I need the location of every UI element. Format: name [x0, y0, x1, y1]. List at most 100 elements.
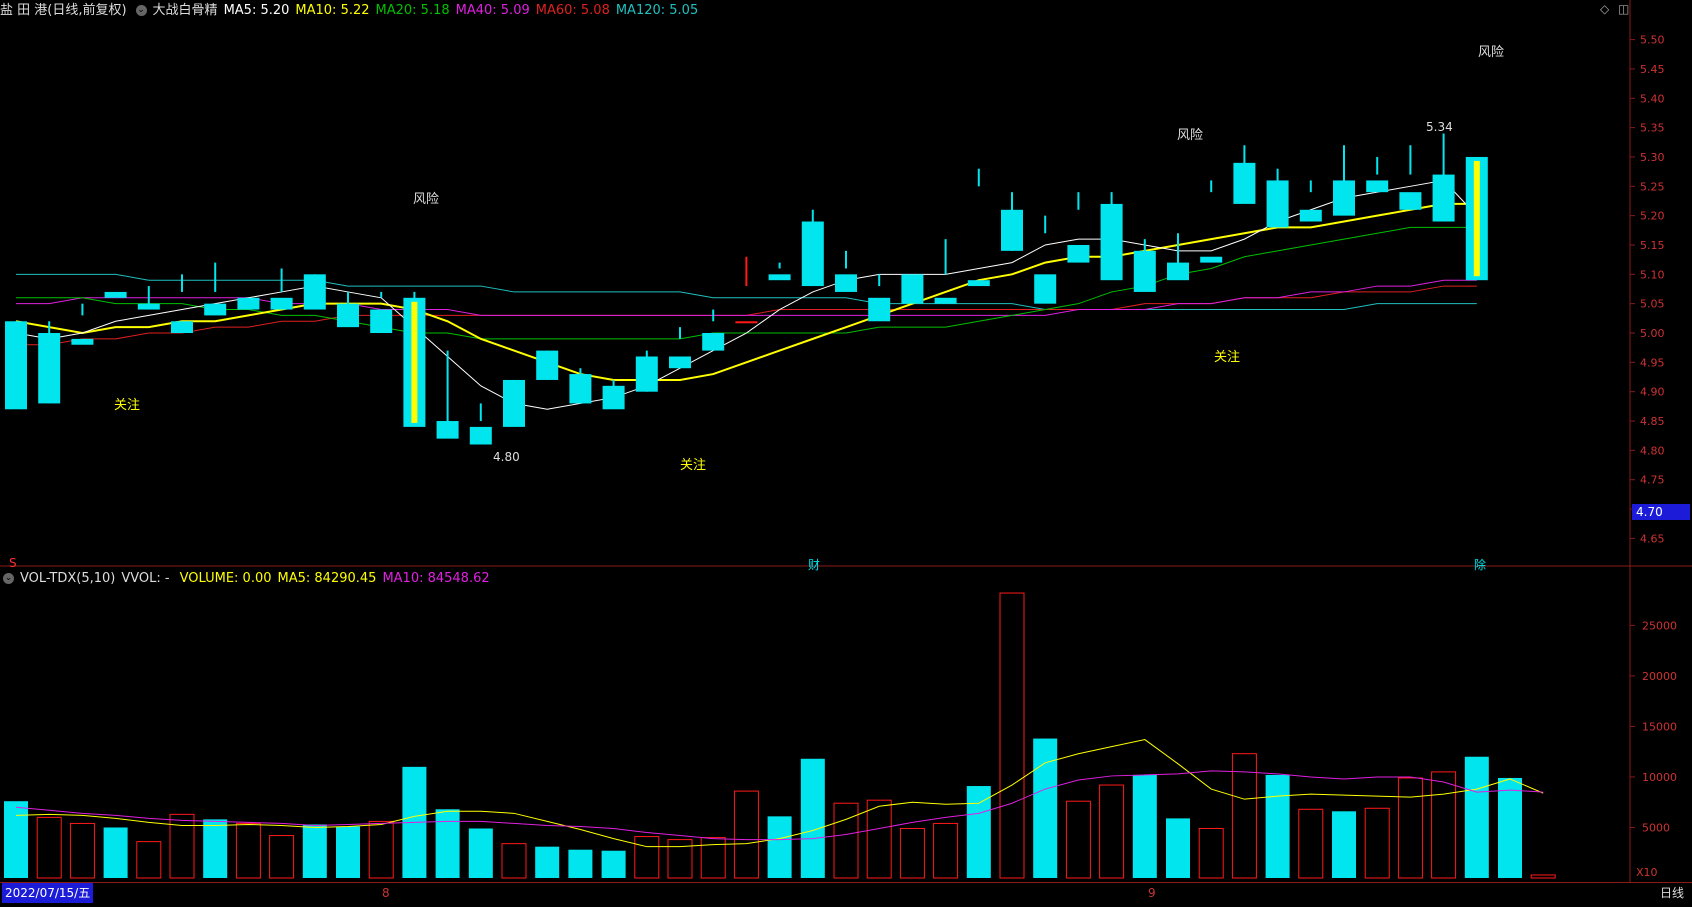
candle-body	[1366, 180, 1389, 193]
volume-bar	[1265, 774, 1290, 878]
volume-bar	[966, 786, 991, 878]
volume-tick-label: 25000	[1642, 619, 1677, 632]
price-tick-label: 5.00	[1640, 327, 1665, 340]
volume-panel-header: ⌄ VOL-TDX(5,10) VVOL: - VOLUME: 0.00 MA5: 84…	[0, 568, 1630, 590]
candle-body	[303, 274, 326, 310]
event-marker-chu[interactable]: 除	[1474, 558, 1487, 572]
volume-unit-label: X10	[1636, 866, 1658, 879]
volume-tick-label: 20000	[1642, 670, 1677, 683]
candle-body	[38, 333, 61, 404]
volume-bar	[501, 843, 527, 879]
candle-body	[669, 356, 691, 369]
volume-bar	[634, 836, 660, 879]
price-tick-label: 4.80	[1640, 444, 1665, 457]
ma120-line	[16, 273, 1477, 311]
volume-bar	[103, 827, 128, 878]
volume-bar	[767, 816, 792, 878]
candle-body	[503, 379, 525, 427]
candle-body	[768, 274, 791, 281]
diamond-icon[interactable]: ◇	[1600, 2, 1610, 16]
volume-value: VOLUME: 0.00	[179, 571, 272, 586]
candle-body	[469, 426, 492, 445]
candle-body	[901, 274, 924, 304]
price-tick-label: 5.50	[1640, 34, 1665, 47]
vol-ma5-value: MA5: 84290.45	[277, 571, 377, 586]
volume-bar	[1198, 827, 1224, 879]
stock-name[interactable]: 盐 田 港(日线,前复权)	[0, 3, 127, 18]
vol-indicator-name[interactable]: VOL-TDX(5,10)	[20, 571, 116, 586]
price-tick-label: 5.45	[1640, 63, 1665, 76]
volume-menu-icon[interactable]: ⌄	[3, 573, 14, 584]
candle-body	[104, 291, 127, 298]
indicator-menu-icon[interactable]: ⌄	[135, 5, 147, 16]
period-selector[interactable]: 日线	[1659, 886, 1684, 900]
time-axis-footer: 2022/07/15/五 8 9 日线	[0, 882, 1692, 904]
price-tick-label: 4.95	[1640, 356, 1665, 369]
candle-body	[1432, 174, 1455, 222]
volume-bar	[1298, 808, 1324, 879]
ma10-value: MA10: 5.22	[295, 3, 370, 18]
event-marker-s[interactable]: S	[9, 556, 17, 570]
volume-bar	[1065, 800, 1091, 879]
candle-body	[204, 303, 227, 316]
focus-label: 关注	[680, 458, 707, 473]
ma10-line	[15, 202, 1477, 381]
month-label-8: 8	[382, 886, 390, 900]
volume-bar	[69, 822, 95, 879]
candle-body	[436, 421, 459, 439]
ma40-value: MA40: 5.09	[455, 3, 530, 18]
volume-bar	[1364, 807, 1390, 879]
volume-bar	[1166, 818, 1190, 878]
candle-body	[1266, 180, 1289, 228]
indicator-name[interactable]: 大战白骨精	[152, 3, 218, 18]
price-tick-label: 4.90	[1640, 386, 1665, 399]
price-tick-label: 4.85	[1640, 415, 1665, 428]
candle-body	[1167, 262, 1189, 281]
volume-bar	[1231, 753, 1257, 879]
candle-body	[1100, 203, 1123, 281]
volume-bar	[733, 790, 759, 879]
candle-highlight	[1473, 160, 1480, 277]
price-tick-label: 5.30	[1640, 151, 1665, 164]
ma5-value: MA5: 5.20	[223, 3, 290, 18]
candle-body	[934, 297, 957, 304]
price-tick-label: 4.65	[1640, 532, 1665, 545]
price-tick-label: 5.40	[1640, 92, 1665, 105]
volume-bar	[535, 846, 560, 878]
candle-body	[1233, 162, 1256, 204]
vol-ma5-line	[15, 739, 1544, 848]
volume-bar	[336, 826, 360, 878]
candle-body	[602, 385, 625, 410]
ma40-line	[16, 279, 1477, 316]
candle-body	[868, 297, 891, 322]
volume-tick-label: 5000	[1642, 821, 1670, 834]
candle-body	[635, 356, 658, 392]
window-icon[interactable]: ◫	[1618, 2, 1630, 16]
volume-tick-label: 10000	[1642, 771, 1677, 784]
price-tick-label: 5.15	[1640, 239, 1665, 252]
ma120-value: MA120: 5.05	[615, 3, 699, 18]
volume-bar	[999, 592, 1025, 879]
volume-bar	[833, 802, 859, 879]
volume-tick-label: 15000	[1642, 720, 1677, 733]
vol-ma10-line	[15, 770, 1544, 841]
event-marker-cai[interactable]: 财	[808, 558, 821, 572]
volume-bar	[1498, 777, 1522, 878]
volume-bar	[1033, 738, 1058, 878]
candle-body	[137, 303, 160, 310]
volume-bar	[1431, 771, 1457, 879]
volume-bar	[169, 813, 195, 879]
candle-body	[1333, 180, 1355, 216]
volume-bar	[568, 849, 593, 878]
vvol-value: VVOL: -	[121, 571, 170, 586]
volume-bar	[1530, 874, 1556, 879]
ma5-line	[15, 179, 1478, 410]
volume-bar	[136, 841, 162, 879]
volume-bar	[933, 822, 959, 879]
price-tick-label: 5.20	[1640, 210, 1665, 223]
candle-body	[71, 338, 94, 345]
volume-bar	[1332, 811, 1356, 878]
candle-body	[569, 374, 592, 404]
